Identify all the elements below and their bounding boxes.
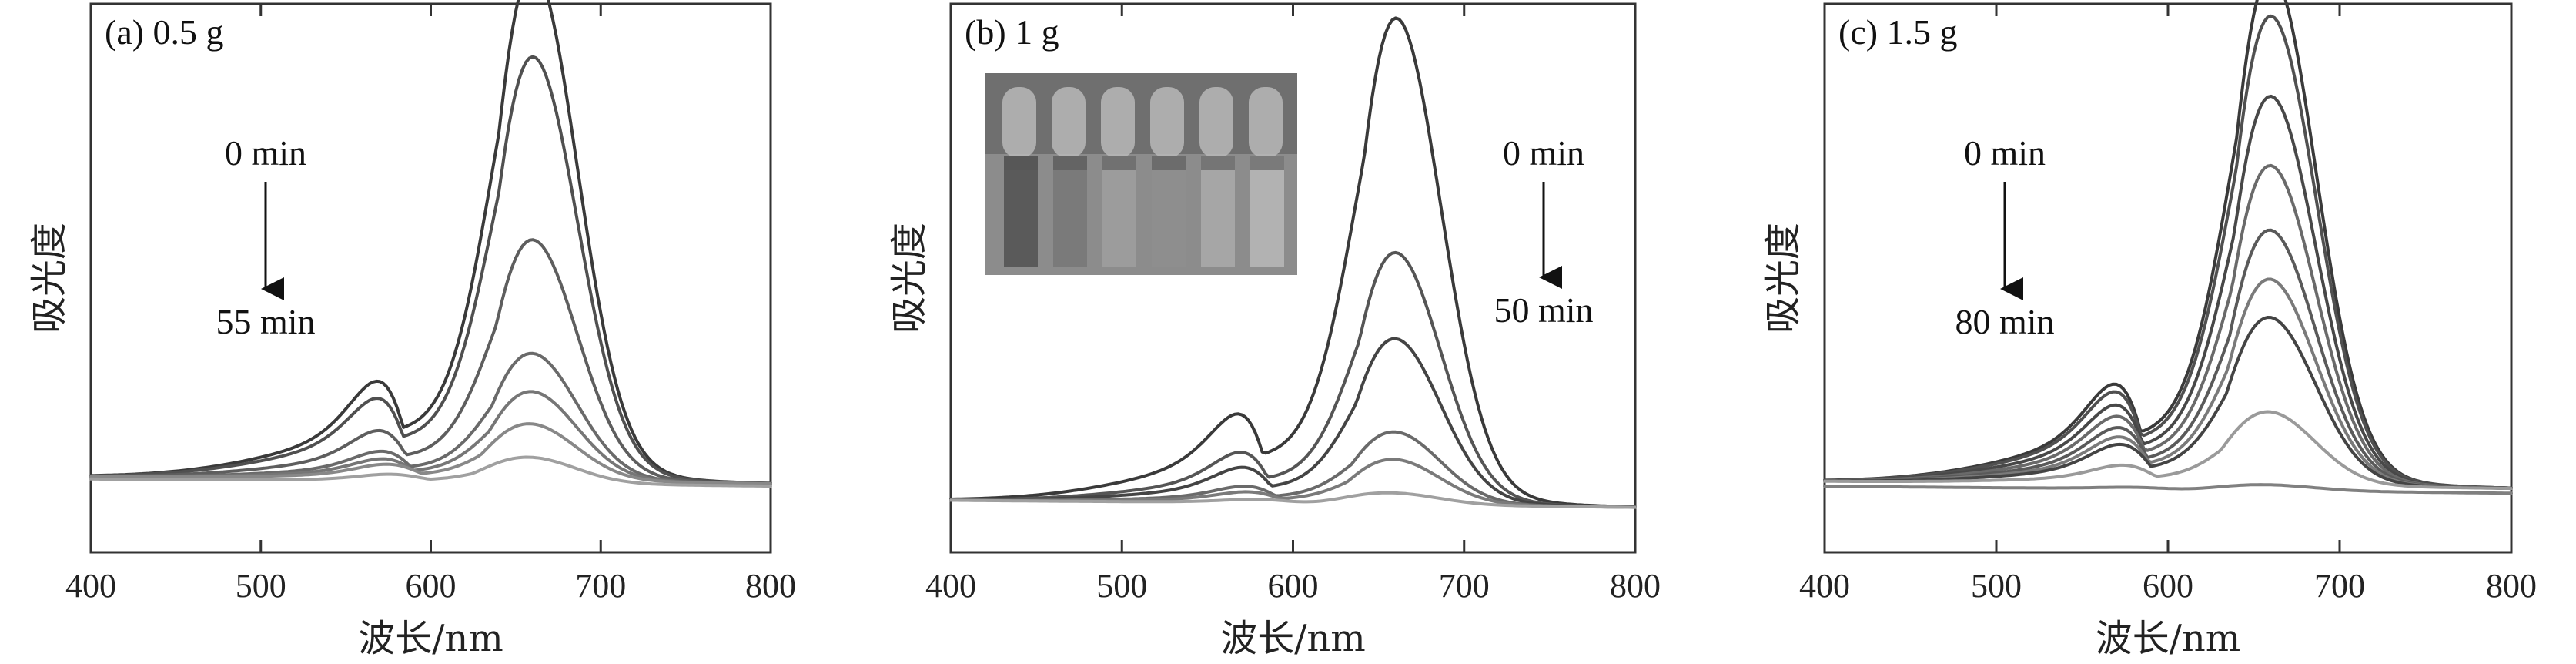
x-tick-label: 500: [1096, 567, 1147, 605]
x-tick-label: 400: [65, 567, 116, 605]
annotation-start: 0 min: [225, 133, 306, 173]
cuvette-cap: [1250, 156, 1284, 170]
series-line-1: [1823, 14, 2513, 490]
series-line-0: [1823, 0, 2513, 490]
cuvette-top: [1150, 87, 1184, 158]
series-line-4: [1823, 228, 2513, 490]
annotation-end: 55 min: [216, 302, 315, 341]
cuvette-cap: [1152, 156, 1186, 170]
x-tick-label: 700: [575, 567, 626, 605]
inset-photo: [985, 73, 1297, 275]
cuvette-cap: [1201, 156, 1235, 170]
x-axis-label: 波长/nm: [358, 617, 503, 660]
x-tick-label: 600: [1268, 567, 1319, 605]
series-line-1: [949, 250, 1637, 509]
cuvette-body: [1250, 156, 1284, 267]
inset-top-band: [985, 73, 1297, 154]
panel-2: 400 500 600 700 800 波长/nm 吸光度 (c) 1.5 g 0 min 80 …: [1761, 0, 2537, 660]
x-tick-label: 700: [1439, 567, 1490, 605]
x-tick-label: 500: [1971, 567, 2022, 605]
cuvette-cap: [1102, 156, 1136, 170]
x-tick-label: 500: [236, 567, 286, 605]
panel-title: (b) 1 g: [965, 12, 1059, 52]
cuvette-top: [1002, 87, 1036, 158]
annotation-end: 50 min: [1494, 290, 1593, 330]
y-axis-label: 吸光度: [888, 223, 931, 334]
series-line-3: [1823, 163, 2513, 490]
series-line-0: [949, 16, 1637, 508]
x-tick-label: 800: [745, 567, 796, 605]
cuvette-body: [1004, 156, 1038, 267]
x-tick-label: 600: [2143, 567, 2193, 605]
cuvette-body: [1053, 156, 1087, 267]
plot-frame: [1823, 2, 2513, 554]
series-line-5: [89, 422, 772, 485]
x-axis-label: 波长/nm: [2096, 617, 2241, 660]
cuvette-top: [1199, 87, 1233, 158]
x-tick-label: 600: [406, 567, 457, 605]
series-line-6: [1823, 316, 2513, 490]
panel-title: (c) 1.5 g: [1838, 12, 1958, 52]
series-line-2: [1823, 94, 2513, 490]
annotation-start: 0 min: [1503, 133, 1584, 173]
panel-1: 400 500 600 700 800 波长/nm 吸光度 (b) 1 g 0 min 50 mi…: [888, 2, 1661, 660]
x-tick-label: 700: [2314, 567, 2365, 605]
panel-0: 400 500 600 700 800 波长/nm 吸光度 (a) 0.5 g 0 min 55 …: [28, 0, 796, 660]
x-axis-label: 波长/nm: [1220, 617, 1366, 660]
x-tick-label: 800: [2486, 567, 2537, 605]
series-line-6: [89, 455, 772, 488]
y-axis-label: 吸光度: [1761, 223, 1805, 334]
x-tick-label: 400: [925, 567, 976, 605]
cuvette-top: [1101, 87, 1135, 158]
cuvette-top: [1052, 87, 1086, 158]
cuvette-top: [1249, 87, 1283, 158]
series-line-1: [89, 55, 772, 485]
series-line-5: [1823, 277, 2513, 490]
cuvette-body: [1152, 156, 1186, 267]
annotation-start: 0 min: [1964, 133, 2046, 173]
x-tick-label: 800: [1610, 567, 1661, 605]
series-line-5: [949, 491, 1637, 509]
annotation-end: 80 min: [1955, 302, 2054, 341]
panel-title: (a) 0.5 g: [105, 12, 224, 52]
series-line-8: [1823, 483, 2513, 495]
x-tick-label: 400: [1799, 567, 1850, 605]
y-axis-label: 吸光度: [28, 223, 71, 334]
series-line-0: [89, 0, 772, 485]
cuvette-body: [1102, 156, 1136, 267]
series-line-2: [949, 337, 1637, 509]
cuvette-cap: [1053, 156, 1087, 170]
series-line-7: [1823, 410, 2513, 491]
cuvette-cap: [1004, 156, 1038, 170]
cuvette-body: [1201, 156, 1235, 267]
series-line-2: [89, 238, 772, 485]
